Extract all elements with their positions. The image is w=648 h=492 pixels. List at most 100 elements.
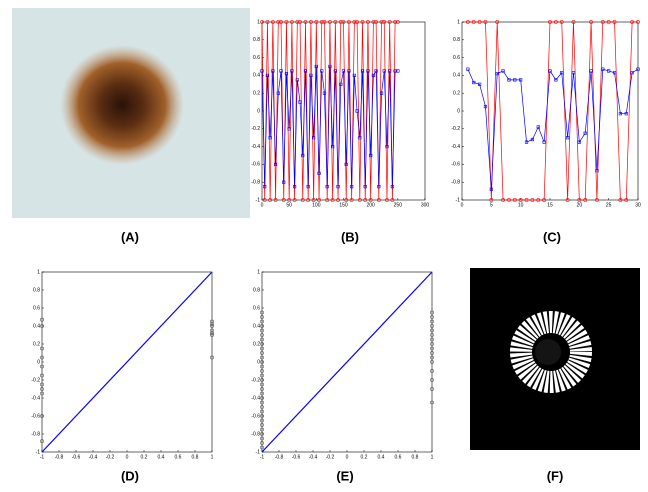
- marker: [260, 319, 264, 324]
- marker: [260, 445, 264, 450]
- marker: [303, 69, 308, 73]
- panel-label: (D): [121, 468, 139, 483]
- marker: [306, 185, 310, 189]
- marker: [382, 20, 387, 24]
- marker: [40, 382, 44, 387]
- marker: [382, 69, 386, 73]
- y-tick-label: -0.8: [251, 431, 260, 437]
- marker: [210, 324, 214, 328]
- marker: [260, 414, 264, 418]
- marker: [612, 71, 617, 75]
- marker: [630, 20, 635, 24]
- x-tick-label: 5: [490, 202, 493, 208]
- marker: [328, 20, 332, 24]
- marker: [368, 198, 373, 202]
- x-tick-label: -1: [40, 454, 45, 460]
- y-tick-label: -0.6: [31, 413, 40, 419]
- y-tick-label: 0.8: [33, 287, 40, 293]
- marker: [501, 198, 505, 202]
- marker: [471, 20, 476, 24]
- panel-label: (B): [341, 229, 359, 244]
- marker: [548, 69, 552, 73]
- marker: [322, 91, 327, 95]
- marker: [311, 198, 316, 202]
- marker: [606, 20, 611, 24]
- marker: [507, 78, 511, 82]
- marker: [40, 364, 44, 369]
- x-tick-label: 50: [286, 202, 292, 208]
- marker: [501, 69, 505, 73]
- y-tick-label: 0.2: [253, 91, 260, 97]
- marker: [260, 436, 264, 441]
- marker: [636, 67, 640, 71]
- y-tick-label: -0.6: [251, 413, 260, 419]
- marker: [265, 20, 270, 24]
- marker: [430, 400, 434, 405]
- marker: [287, 127, 291, 131]
- panel-label: (E): [336, 468, 353, 483]
- marker: [260, 333, 264, 337]
- y-tick-label: -0.4: [31, 395, 40, 401]
- plot-frame: [261, 21, 426, 201]
- y-tick-label: 0.4: [453, 73, 460, 79]
- marker: [489, 198, 494, 202]
- x-tick-label: -0.2: [326, 454, 335, 460]
- marker: [363, 185, 367, 189]
- marker: [260, 378, 264, 382]
- marker: [260, 364, 264, 369]
- marker: [341, 69, 346, 73]
- marker: [260, 400, 264, 405]
- marker: [466, 67, 470, 71]
- x-tick-label: -0.4: [309, 454, 318, 460]
- y-tick-label: 1: [257, 19, 260, 25]
- marker: [524, 140, 529, 144]
- series-line: [261, 66, 398, 187]
- marker: [336, 185, 340, 189]
- y-tick-label: 0.8: [253, 287, 260, 293]
- marker: [331, 145, 335, 149]
- y-tick-label: 0.6: [253, 55, 260, 61]
- series-line: [261, 21, 398, 201]
- marker: [595, 169, 599, 173]
- marker: [260, 20, 264, 24]
- marker: [210, 319, 214, 324]
- marker: [430, 315, 434, 319]
- y-tick-label: 0.8: [253, 37, 260, 43]
- marker: [483, 104, 488, 109]
- x-tick-label: 0: [261, 202, 264, 208]
- marker: [260, 355, 264, 360]
- y-tick-label: -1: [456, 197, 461, 203]
- marker: [352, 73, 356, 77]
- x-tick-label: 0.8: [192, 454, 199, 460]
- marker: [393, 20, 398, 24]
- marker: [347, 69, 351, 73]
- marker: [308, 20, 313, 24]
- marker: [430, 346, 434, 351]
- marker: [262, 198, 267, 202]
- marker: [260, 315, 264, 319]
- marker: [260, 337, 264, 342]
- marker: [260, 405, 264, 409]
- marker: [333, 20, 338, 24]
- marker: [284, 20, 289, 24]
- marker: [260, 351, 264, 355]
- marker: [612, 20, 617, 24]
- marker: [374, 69, 378, 73]
- y-tick-label: 0: [257, 359, 260, 365]
- marker: [268, 136, 272, 140]
- marker: [636, 20, 640, 24]
- marker: [583, 198, 588, 202]
- marker: [344, 198, 349, 202]
- marker: [513, 78, 517, 82]
- marker: [430, 378, 434, 382]
- y-tick-label: 0.4: [253, 73, 260, 79]
- marker: [495, 20, 500, 24]
- marker: [295, 20, 300, 24]
- marker: [624, 198, 629, 202]
- marker: [303, 20, 308, 24]
- y-tick-label: 0.8: [453, 37, 460, 43]
- y-tick-label: -0.4: [251, 395, 260, 401]
- panel-a-image: [12, 8, 250, 218]
- marker: [210, 331, 214, 336]
- x-tick-label: -1: [260, 454, 265, 460]
